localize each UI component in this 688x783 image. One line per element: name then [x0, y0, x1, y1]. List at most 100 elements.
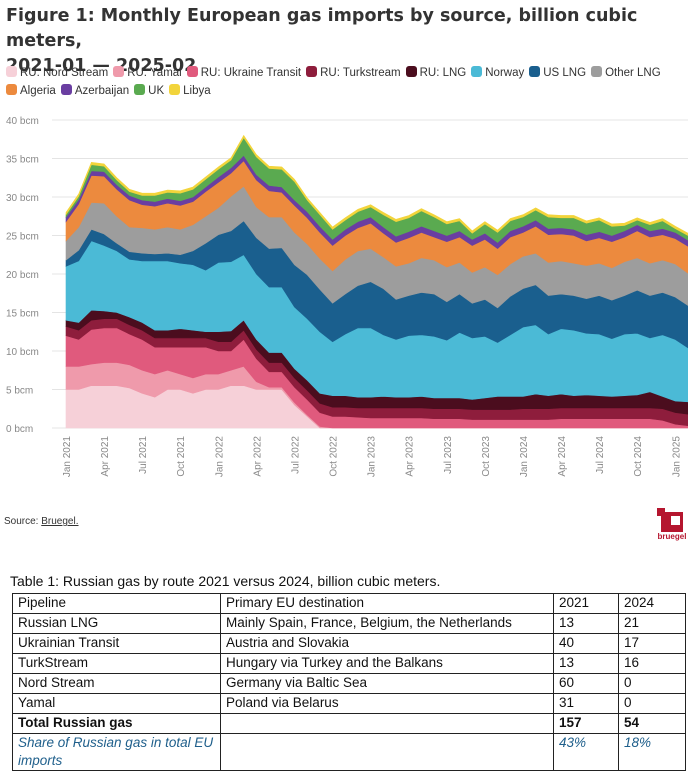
table-cell: Nord Stream	[12, 673, 221, 694]
legend-swatch	[471, 66, 483, 77]
table-cell: Austria and Slovakia	[220, 633, 554, 654]
total-label: Total Russian gas	[12, 713, 221, 734]
header-2024: 2024	[618, 593, 686, 614]
y-axis: 0 bcm 5 bcm 10 bcm 15 bcm 20 bcm 25 bcm 30 bcm…	[6, 116, 39, 435]
table-row: Nord Stream Germany via Baltic Sea 60 0	[12, 673, 686, 694]
legend-label: RU: Turkstream	[320, 67, 401, 79]
share-blank	[220, 733, 554, 771]
table-caption: Table 1: Russian gas by route 2021 versu…	[10, 573, 441, 589]
table-cell: Mainly Spain, France, Belgium, the Nethe…	[220, 613, 554, 634]
x-tick-label: Jul 2021	[138, 436, 149, 474]
legend-item: RU: Nord Stream	[6, 64, 108, 82]
legend-label: Libya	[183, 85, 211, 97]
figure-title: Figure 1: Monthly European gas imports b…	[6, 4, 686, 79]
total-2024: 54	[618, 713, 686, 734]
bruegel-logo: bruegel	[655, 502, 688, 541]
y-tick-label: 20 bcm	[6, 270, 39, 281]
x-tick-label: Jan 2021	[62, 436, 73, 478]
x-tick-label: Apr 2022	[252, 436, 263, 477]
chart-areas	[65, 134, 688, 429]
share-2024: 18%	[618, 733, 686, 771]
x-axis: Jan 2021 Apr 2021 Jul 2021 Oct 2021 Jan 2022…	[62, 436, 682, 478]
legend-item: RU: LNG	[405, 64, 467, 82]
legend-label: Other LNG	[605, 67, 661, 79]
x-tick-label: Jan 2022	[214, 436, 225, 478]
chart-legend: RU: Nord Stream RU: Yamal RU: Ukraine Tran…	[6, 64, 688, 100]
y-tick-label: 15 bcm	[6, 309, 39, 320]
x-tick-label: Jan 2024	[519, 436, 530, 478]
source-note: Source: Bruegel.	[4, 516, 79, 527]
header-2021: 2021	[553, 593, 619, 614]
legend-swatch	[113, 66, 125, 77]
legend-swatch	[186, 66, 198, 77]
legend-swatch	[405, 66, 417, 77]
legend-swatch	[306, 66, 318, 77]
table-cell: 40	[553, 633, 619, 654]
table-share-row: Share of Russian gas in total EU imports…	[12, 733, 686, 771]
x-tick-label: Jul 2023	[443, 436, 454, 474]
table-cell: 60	[553, 673, 619, 694]
header-pipeline: Pipeline	[12, 593, 221, 614]
legend-swatch	[134, 84, 146, 95]
share-label: Share of Russian gas in total EU imports	[12, 733, 221, 771]
legend-label: RU: LNG	[419, 67, 467, 79]
x-tick-label: Jul 2024	[595, 436, 606, 474]
table-cell: 0	[618, 673, 686, 694]
legend-label: RU: Ukraine Transit	[200, 67, 302, 79]
header-destination: Primary EU destination	[220, 593, 554, 614]
legend-swatch	[6, 84, 17, 95]
table-cell: 31	[553, 693, 619, 714]
legend-item: RU: Ukraine Transit	[186, 64, 302, 82]
y-tick-label: 25 bcm	[6, 232, 39, 243]
table-cell: 21	[618, 613, 686, 634]
legend-swatch	[591, 66, 603, 77]
source-link[interactable]: Bruegel.	[41, 516, 79, 527]
share-2021: 43%	[553, 733, 619, 771]
legend-item: Azerbaijan	[60, 82, 130, 100]
table-cell: Germany via Baltic Sea	[220, 673, 554, 694]
table-row: TurkStream Hungary via Turkey and the Ba…	[12, 653, 686, 674]
legend-item: RU: Yamal	[113, 64, 182, 82]
table-cell: 17	[618, 633, 686, 654]
legend-swatch	[60, 84, 72, 95]
legend-item: Libya	[169, 82, 211, 100]
table-cell: Yamal	[12, 693, 221, 714]
table-cell: 0	[618, 693, 686, 714]
russian-gas-table: Pipeline Primary EU destination 2021 202…	[12, 593, 686, 771]
table-cell: TurkStream	[12, 653, 221, 674]
total-2021: 157	[553, 713, 619, 734]
y-tick-label: 5 bcm	[6, 386, 33, 397]
legend-label: RU: Yamal	[127, 67, 182, 79]
bruegel-logo-icon	[657, 502, 687, 532]
table-row: Yamal Poland via Belarus 31 0	[12, 693, 686, 714]
legend-label: RU: Nord Stream	[20, 67, 109, 79]
logo-text: bruegel	[657, 532, 687, 541]
total-blank	[220, 713, 554, 734]
x-tick-label: Apr 2023	[405, 436, 416, 477]
area-series-libya	[65, 134, 688, 236]
table-row: Ukrainian Transit Austria and Slovakia 4…	[12, 633, 686, 654]
x-tick-label: Oct 2021	[176, 436, 187, 477]
table-total-row: Total Russian gas 157 54	[12, 713, 686, 734]
x-tick-label: Jan 2023	[367, 436, 378, 478]
y-tick-label: 10 bcm	[6, 347, 39, 358]
legend-label: UK	[148, 85, 165, 97]
legend-label: Algeria	[20, 85, 56, 97]
table-cell: Hungary via Turkey and the Balkans	[220, 653, 554, 674]
x-tick-label: Apr 2024	[557, 436, 568, 477]
figure-title-line1: Figure 1: Monthly European gas imports b…	[6, 6, 638, 51]
table-cell: 13	[553, 613, 619, 634]
legend-label: US LNG	[543, 67, 587, 79]
y-tick-label: 0 bcm	[6, 424, 33, 435]
y-tick-label: 35 bcm	[6, 155, 39, 166]
legend-label: Azerbaijan	[74, 85, 130, 97]
x-tick-label: Jan 2025	[671, 436, 682, 478]
y-tick-label: 40 bcm	[6, 116, 39, 127]
legend-swatch	[169, 84, 181, 95]
legend-label: Norway	[485, 67, 525, 79]
x-tick-label: Oct 2024	[633, 436, 644, 477]
figure-title-line2: 2021-01 — 2025-02	[6, 56, 197, 76]
table-cell: 16	[618, 653, 686, 674]
table-row: Russian LNG Mainly Spain, France, Belgiu…	[12, 613, 686, 634]
legend-item: Norway	[471, 64, 524, 82]
